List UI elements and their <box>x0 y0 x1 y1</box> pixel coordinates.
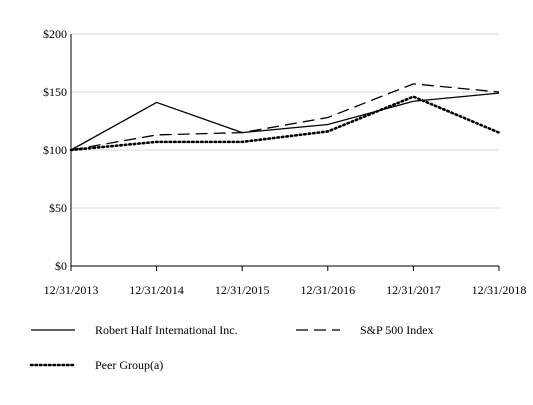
legend-item: Peer Group(a) <box>31 358 163 372</box>
legend-item: S&P 500 Index <box>296 323 434 337</box>
legend-label: Peer Group(a) <box>95 358 163 372</box>
x-tick-label: 12/31/2013 <box>44 283 99 297</box>
gridlines <box>71 34 499 208</box>
x-tick-label: 12/31/2015 <box>215 283 270 297</box>
y-tick-label: $100 <box>43 143 67 157</box>
x-tick-label: 12/31/2017 <box>386 283 441 297</box>
x-tick-label: 12/31/2016 <box>300 283 355 297</box>
legend: Robert Half International Inc. S&P 500 In… <box>31 323 434 372</box>
x-tick-label: 12/31/2014 <box>129 283 184 297</box>
series-lines <box>71 84 499 150</box>
y-tick-label: $200 <box>43 27 67 41</box>
y-tick-label: $150 <box>43 85 67 99</box>
x-axis-ticks: 12/31/2013 12/31/2014 12/31/2015 12/31/2016… <box>44 266 527 297</box>
legend-label: S&P 500 Index <box>360 323 434 337</box>
y-tick-label: $50 <box>49 201 67 215</box>
series-line-0 <box>71 93 499 150</box>
legend-label: Robert Half International Inc. <box>95 323 238 337</box>
legend-item: Robert Half International Inc. <box>31 323 238 337</box>
series-line-1 <box>71 84 499 150</box>
series-line-2 <box>71 97 499 150</box>
y-axis-ticks: $0 $50 $100 $150 $200 <box>43 27 67 273</box>
x-tick-label: 12/31/2018 <box>472 283 527 297</box>
y-tick-label: $0 <box>55 259 67 273</box>
